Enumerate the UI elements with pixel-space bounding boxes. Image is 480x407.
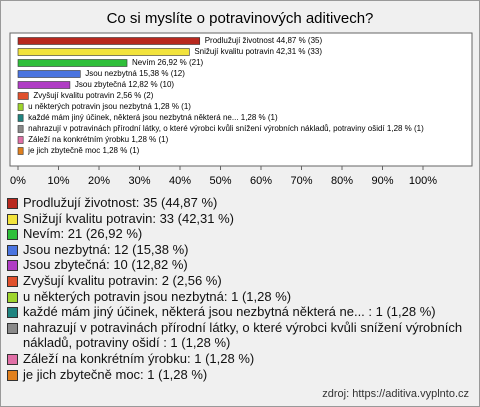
legend-item: Nevím: 21 (26,92 %) xyxy=(7,226,469,242)
x-tick-label: 70% xyxy=(290,175,312,187)
legend-item: Jsou zbytečná: 10 (12,82 %) xyxy=(7,257,469,273)
legend: Prodlužují životnost: 35 (44,87 %) Snižuj… xyxy=(7,195,469,382)
legend-swatch xyxy=(7,353,18,365)
plot: Co si myslíte o potravinových aditivech?… xyxy=(9,10,473,187)
bar xyxy=(17,37,201,45)
legend-item: Jsou nezbytná: 12 (15,38 %) xyxy=(7,242,469,258)
legend-swatch xyxy=(7,260,18,272)
bar-label: Zvyšují kvalitu potravin 2,56 % (2) xyxy=(33,91,153,100)
bar-label: Snižují kvalitu potravin 42,31 % (33) xyxy=(194,47,322,56)
x-tick-label: 10% xyxy=(47,175,69,187)
category-label: nahrazují v potravinách přírodní látky, … xyxy=(28,124,385,133)
bar-label: Nevím 26,92 % (21) xyxy=(132,58,204,67)
bar xyxy=(17,81,71,89)
x-tick-label: 80% xyxy=(331,175,353,187)
value-label: 1,28 % (1) xyxy=(154,102,191,111)
x-tick-label: 20% xyxy=(88,175,110,187)
value-label: 1,28 % (1) xyxy=(387,124,424,133)
x-tick-label: 60% xyxy=(250,175,272,187)
category-label: Záleží na konkrétním ýrobku xyxy=(28,135,129,144)
legend-label: Záleží na konkrétním ýrobku: 1 (1,28 %) xyxy=(23,350,255,366)
bar xyxy=(17,136,24,144)
legend-swatch xyxy=(7,213,18,225)
bar-label: Jsou zbytečná 12,82 % (10) xyxy=(75,80,175,89)
legend-item: je jich zbytečně moc: 1 (1,28 %) xyxy=(7,367,469,383)
legend-swatch xyxy=(7,229,18,241)
legend-swatch xyxy=(7,291,18,303)
legend-swatch xyxy=(7,244,18,256)
bar xyxy=(17,92,29,100)
bar xyxy=(17,48,190,56)
value-label: 15,38 % (12) xyxy=(139,69,185,78)
legend-item: Snižují kvalitu potravin: 33 (42,31 %) xyxy=(7,211,469,227)
bar xyxy=(17,59,128,67)
legend-label: Jsou zbytečná: 10 (12,82 %) xyxy=(23,257,188,273)
bar xyxy=(17,125,24,133)
category-label: Nevím xyxy=(132,58,155,67)
legend-label: každé mám jiný účinek, některá jsou nezb… xyxy=(23,304,436,320)
source: zdroj: https://aditiva.vyplnto.cz xyxy=(322,388,469,400)
legend-item: každé mám jiný účinek, některá jsou nezb… xyxy=(7,304,469,320)
x-tick-label: 30% xyxy=(128,175,150,187)
legend-label: Nevím: 21 (26,92 %) xyxy=(23,226,143,242)
category-label: Jsou zbytečná xyxy=(75,80,127,89)
x-tick-label: 90% xyxy=(371,175,393,187)
legend-label: Jsou nezbytná: 12 (15,38 %) xyxy=(23,241,189,257)
legend-swatch xyxy=(7,307,18,319)
bar xyxy=(17,114,24,122)
legend-label: Zvyšují kvalitu potravin: 2 (2,56 %) xyxy=(23,272,222,288)
category-label: každé mám jiný účinek, některá jsou nezb… xyxy=(28,113,238,122)
value-label: 2,56 % (2) xyxy=(117,91,154,100)
legend-swatch xyxy=(7,275,18,287)
value-label: 44,87 % (35) xyxy=(276,36,322,45)
bar-label: Záleží na konkrétním ýrobku 1,28 % (1) xyxy=(28,135,168,144)
value-label: 42,31 % (33) xyxy=(276,47,322,56)
legend-label: nahrazují v potravinách přírodní látky, … xyxy=(23,319,463,351)
legend-item: nahrazují v potravinách přírodní látky, … xyxy=(7,320,469,351)
bar xyxy=(17,70,81,78)
legend-label: je jich zbytečně moc: 1 (1,28 %) xyxy=(23,366,208,382)
value-label: 1,28 % (1) xyxy=(102,146,139,155)
legend-label: u některých potravin jsou nezbytná: 1 (1… xyxy=(23,288,292,304)
x-tick-label: 0% xyxy=(10,175,26,187)
category-label: je jich zbytečně moc xyxy=(27,146,100,155)
category-label: Zvyšují kvalitu potravin xyxy=(33,91,114,100)
legend-item: Záleží na konkrétním ýrobku: 1 (1,28 %) xyxy=(7,351,469,367)
category-label: Snižují kvalitu potravin xyxy=(194,47,274,56)
legend-item: Prodlužují životnost: 35 (44,87 %) xyxy=(7,195,469,211)
value-label: 12,82 % (10) xyxy=(128,80,174,89)
bar-label: u některých potravin jsou nezbytná 1,28 … xyxy=(28,102,191,111)
bar-label: je jich zbytečně moc 1,28 % (1) xyxy=(27,146,140,155)
value-label: 1,28 % (1) xyxy=(131,135,168,144)
legend-swatch xyxy=(7,369,18,381)
value-label: 26,92 % (21) xyxy=(157,58,203,67)
x-tick-label: 40% xyxy=(169,175,191,187)
chart-title: Co si myslíte o potravinových aditivech? xyxy=(107,10,374,27)
bar-label: každé mám jiný účinek, některá jsou nezb… xyxy=(28,113,278,122)
bar-label: Jsou nezbytná 15,38 % (12) xyxy=(85,69,185,78)
bar xyxy=(17,103,24,111)
x-tick-label: 100% xyxy=(409,175,437,187)
legend-label: Snižují kvalitu potravin: 33 (42,31 %) xyxy=(23,210,234,226)
bar-label: nahrazují v potravinách přírodní látky, … xyxy=(28,124,424,133)
category-label: u některých potravin jsou nezbytná xyxy=(28,102,152,111)
bar-label: Prodlužují životnost 44,87 % (35) xyxy=(205,36,323,45)
category-label: Jsou nezbytná xyxy=(85,69,137,78)
legend-item: Zvyšují kvalitu potravin: 2 (2,56 %) xyxy=(7,273,469,289)
legend-swatch xyxy=(7,322,18,334)
value-label: 1,28 % (1) xyxy=(241,113,278,122)
legend-swatch xyxy=(7,198,18,209)
bar xyxy=(17,147,24,155)
legend-label: Prodlužují životnost: 35 (44,87 %) xyxy=(23,195,218,210)
x-tick-label: 50% xyxy=(209,175,231,187)
legend-item: u některých potravin jsou nezbytná: 1 (1… xyxy=(7,289,469,305)
category-label: Prodlužují životnost xyxy=(205,36,275,45)
